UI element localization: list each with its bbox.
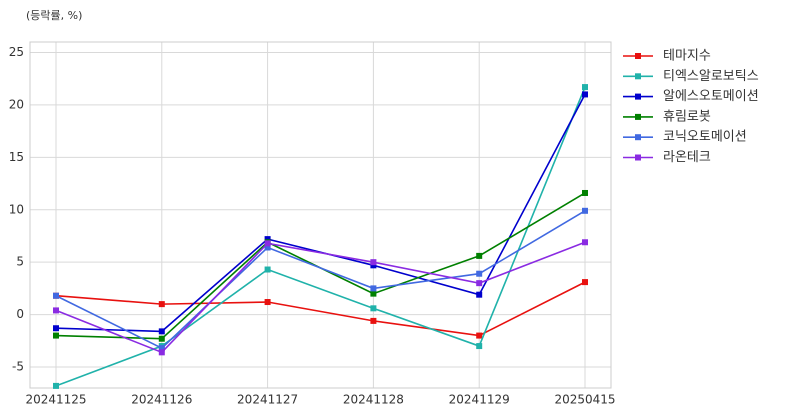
y-axis-label: (등락률, %)	[26, 9, 82, 22]
y-tick-label: 25	[9, 45, 24, 59]
point	[53, 332, 59, 339]
x-tick-label: 20241127	[237, 393, 298, 407]
point	[264, 299, 271, 306]
legend-marker	[635, 93, 641, 100]
point	[53, 325, 59, 332]
point	[264, 236, 271, 243]
point	[53, 382, 59, 389]
point	[476, 332, 483, 339]
point	[158, 301, 165, 308]
point	[370, 290, 377, 297]
point	[53, 307, 59, 314]
legend-label: 티엑스알로보틱스	[663, 69, 759, 84]
point	[264, 266, 271, 273]
y-tick-label: 15	[9, 150, 24, 164]
point	[158, 345, 165, 352]
point	[158, 335, 165, 342]
series-line	[55, 241, 586, 354]
point	[264, 240, 271, 247]
legend-label: 알에스오토메이션	[663, 89, 759, 104]
y-tick-label: 10	[9, 202, 24, 216]
point	[476, 252, 483, 259]
series-line	[55, 210, 586, 350]
point	[476, 270, 483, 277]
legend-marker	[635, 134, 641, 141]
y-tick-label: 20	[9, 97, 24, 111]
legend-label: 라온테크	[663, 150, 711, 165]
y-tick-label: 0	[16, 307, 24, 321]
point	[582, 279, 588, 286]
series-line	[55, 86, 586, 387]
legend-marker	[635, 113, 641, 120]
point	[370, 305, 377, 312]
point	[370, 262, 377, 269]
point	[476, 280, 483, 287]
x-tick-label: 20250415	[554, 393, 615, 407]
legend-label: 휴림로봇	[663, 109, 711, 124]
point	[476, 343, 483, 350]
y-tick-label: 5	[16, 255, 24, 269]
point	[582, 84, 588, 91]
y-tick-label: -5	[12, 360, 24, 374]
series-line	[55, 281, 586, 337]
point	[53, 292, 59, 299]
point	[370, 317, 377, 324]
point	[158, 328, 165, 335]
legend-label: 코닉오토메이션	[663, 130, 747, 145]
point	[370, 285, 377, 292]
point	[582, 239, 588, 246]
point	[476, 291, 483, 298]
point	[158, 349, 165, 356]
x-tick-label: 20241129	[449, 393, 510, 407]
point	[264, 244, 271, 251]
point	[582, 207, 588, 214]
point	[582, 189, 588, 196]
legend-marker	[635, 53, 641, 59]
point	[582, 91, 588, 98]
legend-marker	[635, 73, 641, 80]
legend-label: 테마지수	[663, 49, 711, 64]
legend-marker	[635, 154, 641, 161]
x-tick-label: 20241126	[131, 393, 192, 407]
x-tick-label: 20241125	[25, 393, 86, 407]
point	[370, 259, 377, 266]
plot-frame	[29, 41, 612, 389]
x-tick-label: 20241128	[343, 393, 404, 407]
